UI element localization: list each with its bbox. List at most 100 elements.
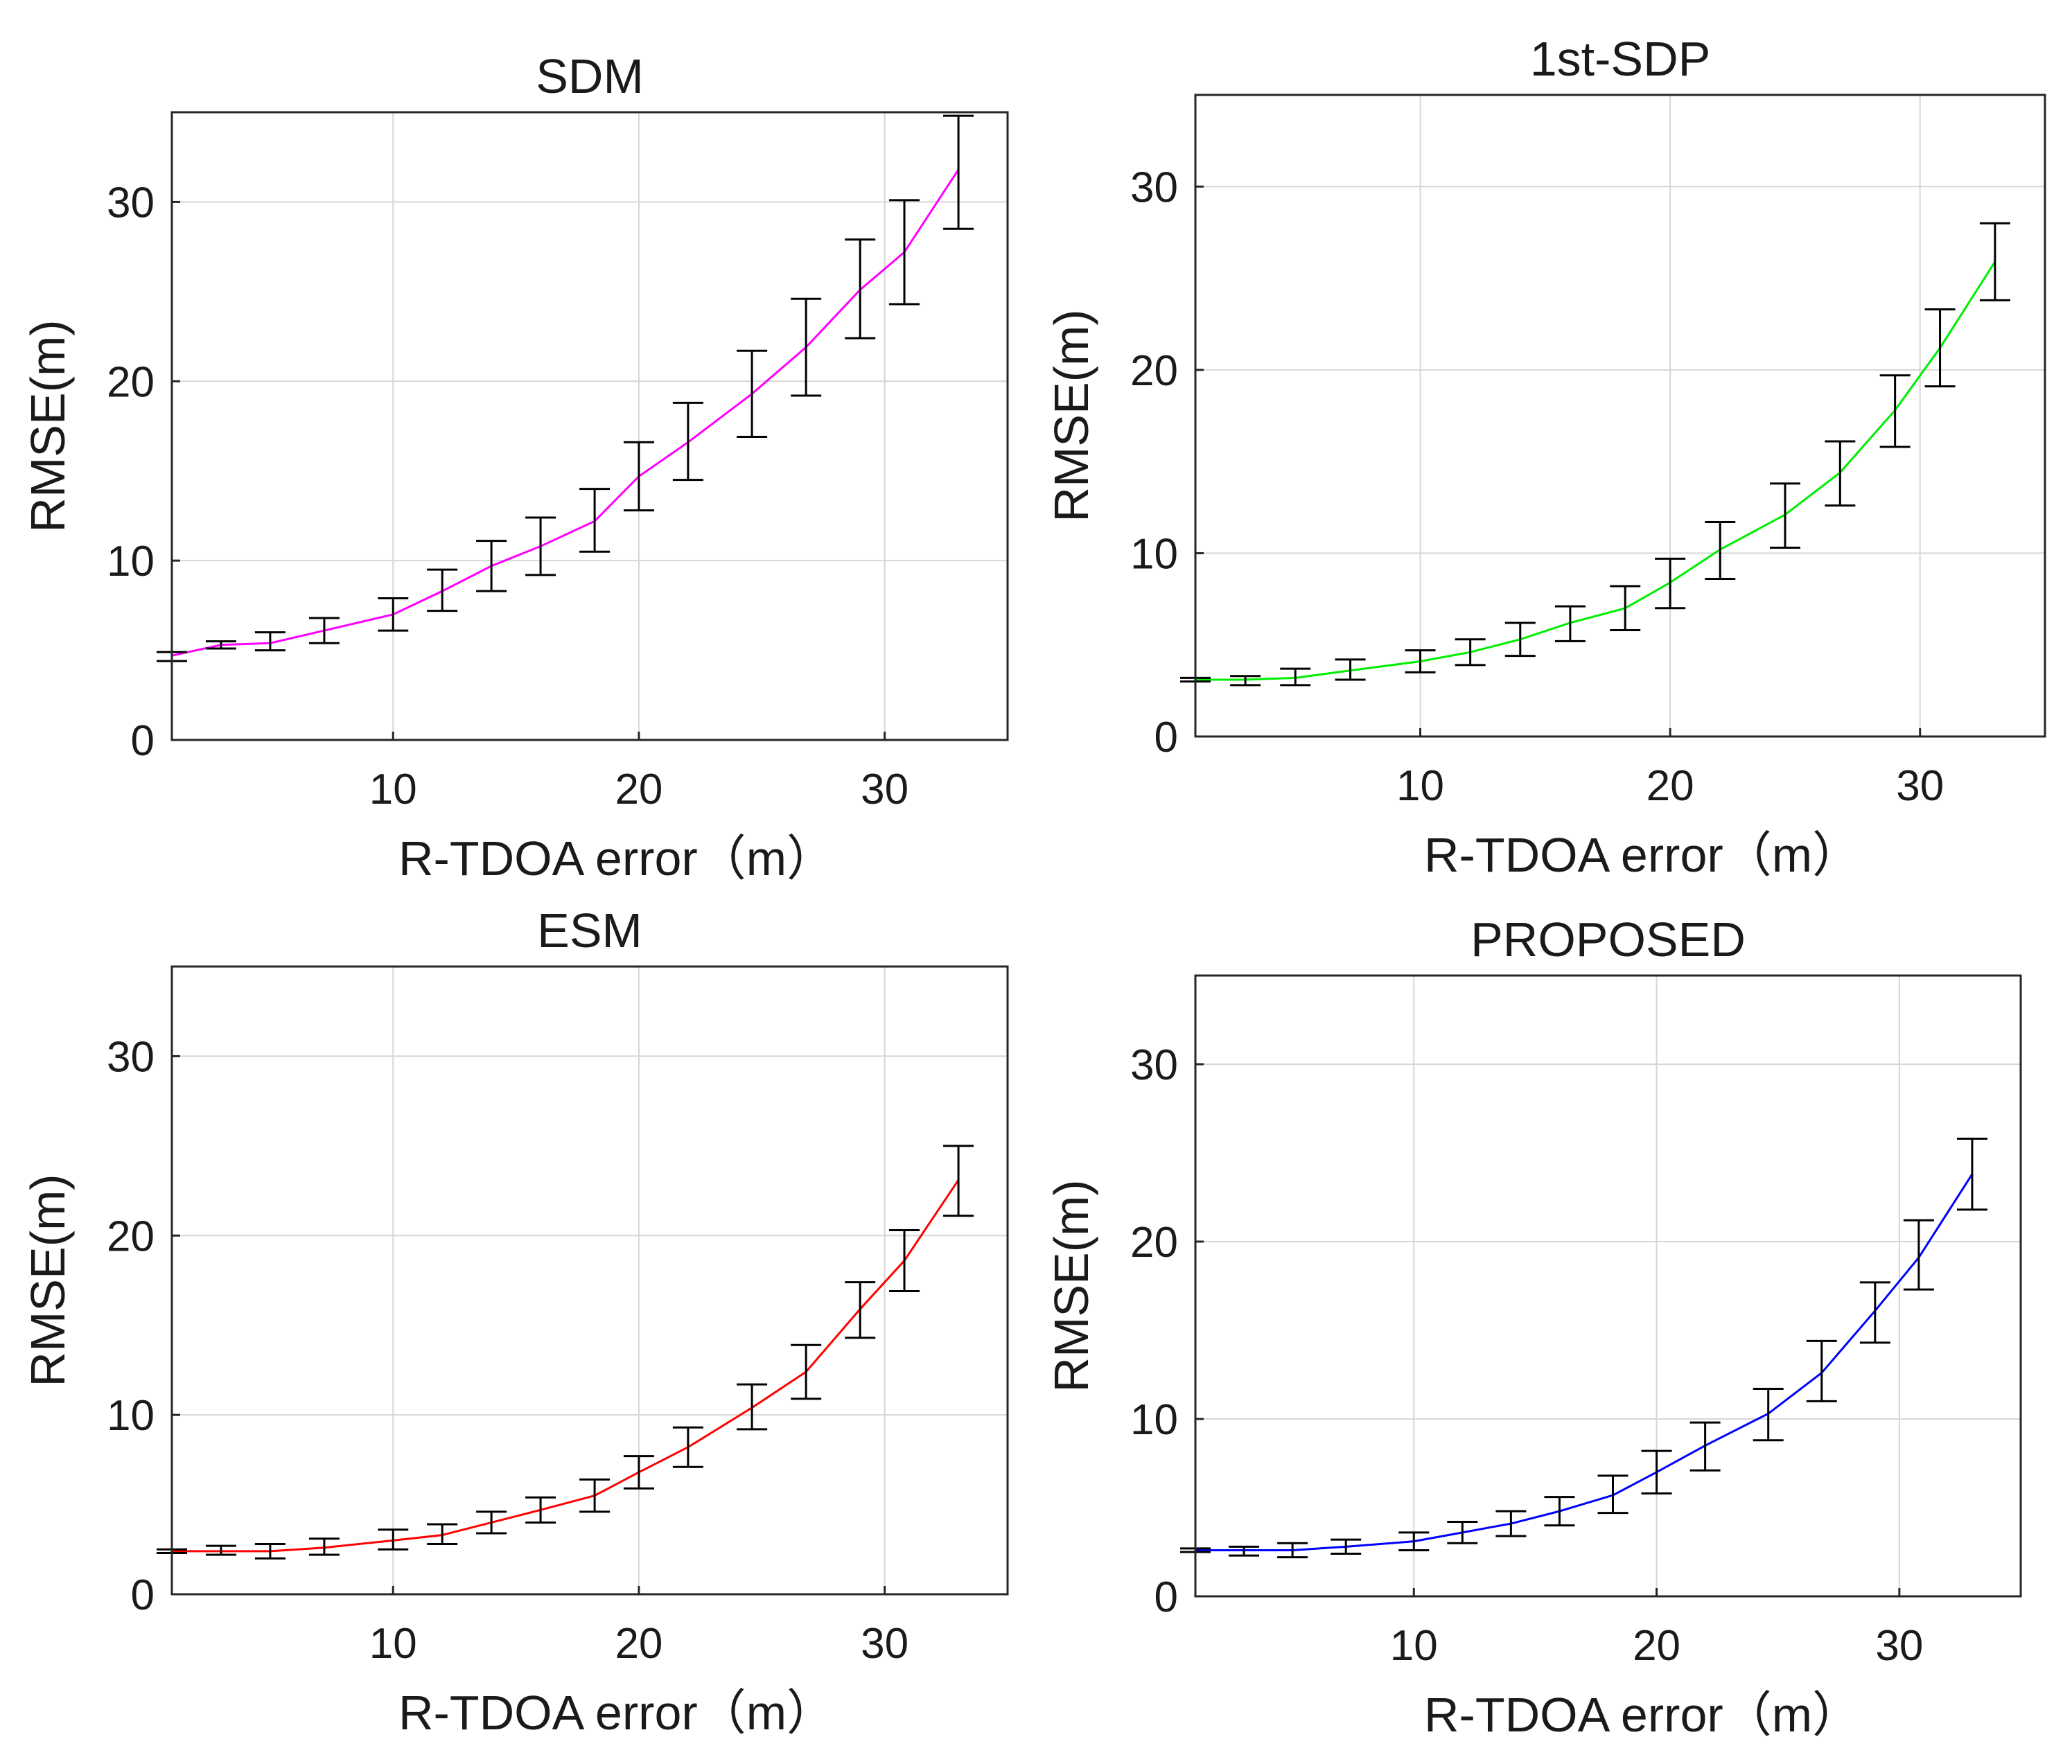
error-bar xyxy=(1398,1531,1430,1551)
x-tick-label: 30 xyxy=(861,1620,908,1668)
x-axis-label: R-TDOA error（m） xyxy=(398,831,835,885)
panel-title: 1st-SDP xyxy=(1530,32,1711,86)
x-tick-label: 20 xyxy=(1647,762,1694,810)
error-bar xyxy=(1544,1496,1575,1527)
y-tick-label: 20 xyxy=(1130,347,1178,395)
y-tick-label: 10 xyxy=(1130,1396,1178,1444)
y-tick-label: 0 xyxy=(1154,1573,1178,1621)
panel-title: ESM xyxy=(537,903,642,958)
error-bar xyxy=(525,1496,556,1524)
error-bar xyxy=(1280,667,1311,687)
y-tick-label: 10 xyxy=(107,538,155,585)
error-bar xyxy=(1879,374,1911,448)
error-bar xyxy=(791,1343,822,1400)
y-tick-label: 30 xyxy=(1130,1041,1178,1089)
error-bar xyxy=(737,1383,768,1431)
y-tick-label: 20 xyxy=(107,1212,155,1260)
error-bar xyxy=(1825,440,1856,507)
error-bar xyxy=(845,238,876,339)
y-tick-label: 20 xyxy=(1130,1219,1178,1267)
y-axis-label: RMSE(m) xyxy=(1044,309,1098,522)
tick-labels: 10 20 30 0 10 20 30 xyxy=(1130,164,1944,810)
y-axis-label: RMSE(m) xyxy=(1044,1179,1098,1392)
series-line-group xyxy=(1180,222,2010,687)
error-bar xyxy=(308,617,340,644)
error-bar xyxy=(1495,1510,1527,1537)
error-bar xyxy=(1655,557,1686,610)
error-bar xyxy=(579,1478,611,1513)
error-bar xyxy=(1979,222,2010,301)
x-axis-label: R-TDOA error（m） xyxy=(1424,828,1861,882)
panel-title: SDM xyxy=(536,49,644,103)
error-bar xyxy=(254,1543,286,1560)
error-bar xyxy=(308,1537,340,1556)
y-tick-label: 30 xyxy=(1130,164,1178,211)
error-bar xyxy=(1554,605,1586,642)
series-line-group xyxy=(1180,1138,1987,1559)
error-bar xyxy=(378,597,409,632)
tick-labels: 10 20 30 0 10 20 30 xyxy=(1130,1041,1923,1670)
error-bar xyxy=(672,1426,703,1468)
error-bar xyxy=(943,1145,974,1217)
error-bar xyxy=(623,1455,654,1490)
y-tick-label: 0 xyxy=(131,717,155,765)
error-bar xyxy=(1610,585,1641,632)
y-tick-label: 30 xyxy=(107,1033,155,1081)
x-tick-label: 30 xyxy=(1896,762,1944,810)
error-bar xyxy=(378,1528,409,1551)
error-bar xyxy=(845,1281,876,1339)
error-bar xyxy=(205,1544,236,1556)
x-tick-label: 10 xyxy=(1396,762,1444,810)
error-bar xyxy=(1689,1421,1721,1472)
error-bar xyxy=(1230,675,1261,687)
panel-proposed: 10 20 30 0 10 20 30 PROPOSED R-TDOA error（m） R… xyxy=(1044,912,2022,1742)
error-bar xyxy=(1641,1449,1672,1495)
x-tick-label: 10 xyxy=(369,1620,417,1668)
error-bar xyxy=(427,568,458,612)
panel-title: PROPOSED xyxy=(1470,912,1746,967)
error-bar xyxy=(525,516,556,576)
error-bar xyxy=(1455,638,1486,667)
tick-labels: 10 20 30 0 10 20 30 xyxy=(107,179,908,813)
x-tick-label: 20 xyxy=(615,766,662,813)
y-axis-label: RMSE(m) xyxy=(21,1174,75,1386)
y-tick-label: 0 xyxy=(1154,714,1178,761)
error-bar xyxy=(1924,308,1956,388)
series-line xyxy=(171,169,960,657)
error-bar xyxy=(1335,658,1366,681)
error-bar xyxy=(623,441,654,512)
series-line xyxy=(1195,1173,1974,1551)
error-bar xyxy=(672,401,703,482)
error-bar xyxy=(1956,1138,1987,1211)
grid xyxy=(1195,976,2021,1597)
error-bar xyxy=(737,349,768,439)
error-bar xyxy=(791,297,822,397)
error-bar xyxy=(1277,1542,1308,1559)
error-bar xyxy=(476,540,507,592)
error-bar xyxy=(1597,1474,1628,1515)
error-bar xyxy=(1229,1545,1260,1557)
error-bar xyxy=(427,1523,458,1546)
x-tick-label: 10 xyxy=(1390,1622,1438,1670)
series-line xyxy=(1195,261,1996,681)
error-bar xyxy=(1903,1219,1934,1291)
x-tick-label: 30 xyxy=(861,766,908,813)
panel-1st-sdp: 10 20 30 0 10 20 30 1st-SDP R-TDOA error（m） RM… xyxy=(1044,32,2046,882)
y-axis-label: RMSE(m) xyxy=(21,319,75,532)
error-bar xyxy=(254,631,286,652)
x-tick-label: 20 xyxy=(615,1620,662,1668)
x-tick-label: 30 xyxy=(1875,1622,1923,1670)
error-bar xyxy=(205,640,236,650)
error-bar xyxy=(1705,520,1736,580)
error-bar xyxy=(476,1510,507,1535)
x-axis-label: R-TDOA error（m） xyxy=(398,1686,835,1740)
error-bar xyxy=(1331,1538,1362,1555)
plot-frame xyxy=(1194,974,2022,1598)
grid xyxy=(172,967,1008,1595)
error-bar xyxy=(1769,482,1800,549)
error-bar xyxy=(1859,1281,1890,1344)
series-line-group xyxy=(157,114,974,662)
error-bar xyxy=(943,114,974,230)
tick-labels: 10 20 30 0 10 20 30 xyxy=(107,1033,908,1668)
